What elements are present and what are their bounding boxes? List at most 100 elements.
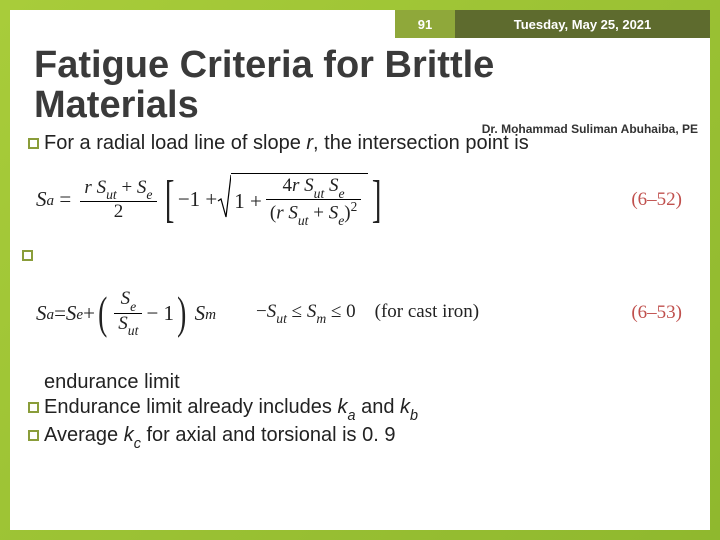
eq2-cond-neg: − [256,301,267,322]
eq1-f1-plus: + [117,177,137,198]
eq2-Se-e: e [76,307,83,324]
eq1-f2-S2: S [329,175,339,196]
eq1-f2-ut: ut [314,186,325,201]
eq2-fd-S: S [118,313,128,334]
eq1-f1-e: e [146,187,152,202]
eq2-rparen: ) [177,296,186,330]
eq2-plus: + [83,301,95,326]
eq1-f2d-S2: S [329,202,339,223]
eq1-f2d-e: e [338,213,344,228]
b4-k1: k [338,396,348,418]
eq1-f2d-ut: ut [298,213,309,228]
title-line2: Materials [34,84,199,126]
eq1-f1-r: r [84,177,91,198]
eq2-cond-le1: ≤ [287,301,307,322]
bullet-4-pre: Endurance limit already includes [44,396,338,418]
bullet-5-pre: Average [44,424,124,446]
b5-c: c [134,436,141,452]
eq1-f1-ut: ut [106,187,117,202]
eq1-frac2-den: (r Sut + Se)2 [266,200,361,226]
slide-title: Fatigue Criteria for Brittle Materials D… [10,38,710,126]
eq2-cond-S2: S [307,301,317,322]
eq1-radical-icon [217,173,231,227]
date-badge: Tuesday, May 25, 2021 [455,10,710,38]
b4-and: and [356,396,400,418]
equation-6-52-body: Sa = r Sut + Se 2 [ −1 + [36,173,386,227]
b4-a: a [348,408,356,424]
eq2-fn-S: S [121,288,131,309]
equation-6-52: Sa = r Sut + Se 2 [ −1 + [36,173,688,227]
topbar-spacer [10,10,395,38]
eq1-sqrt: 1 + 4r Sut Se (r Sut + Se)2 [217,173,368,227]
eq2-eq: = [54,301,66,326]
page-number-badge: 91 [395,10,455,38]
eq2-frac-den: Sut [114,314,142,337]
b5-k: k [124,424,134,446]
slide-body: For a radial load line of slope r, the i… [10,126,710,450]
eq1-frac1-den: 2 [110,202,128,222]
eq1-frac2: 4r Sut Se (r Sut + Se)2 [266,176,361,227]
eq1-f1-S2: S [137,177,147,198]
bullet-5: Average kc for axial and torsional is 0.… [28,424,688,450]
slide-outer-frame: 91 Tuesday, May 25, 2021 Fatigue Criteri… [0,0,720,540]
eq1-f2-e: e [339,186,345,201]
slide-inner: 91 Tuesday, May 25, 2021 Fatigue Criteri… [10,10,710,530]
eq1-f1-S1: S [97,177,107,198]
bullet-4: Endurance limit already includes ka and … [28,396,688,422]
eq2-S: S [36,301,47,326]
eq1-sqrt-1plus: 1 + [234,189,262,214]
equation-6-53-body: Sa = Se + ( Se Sut − 1 ) Sm −Sut ≤ Sm ≤ … [36,289,479,336]
lower-bullets: endurance limit Endurance limit already … [28,371,688,450]
equation-6-53-label: (6–53) [631,302,688,324]
eq1-frac1: r Sut + Se 2 [80,178,156,222]
eq2-frac-num: Se [117,289,141,312]
eq2-cond-note: (for cast iron) [375,301,479,322]
eq1-equals: = [54,187,76,212]
eq2-condition: −Sut ≤ Sm ≤ 0 (for cast iron) [256,301,479,326]
eq2-cond-ut: ut [276,311,287,326]
eq2-Se-S: S [66,301,77,326]
author-label: Dr. Mohammad Suliman Abuhaiba, PE [482,123,698,136]
eq2-lparen: ( [98,296,107,330]
equation-6-53: Sa = Se + ( Se Sut − 1 ) Sm −Sut ≤ Sm ≤ … [36,289,688,336]
eq1-sqrt-body: 1 + 4r Sut Se (r Sut + Se)2 [231,173,368,227]
eq1-f2-S1: S [304,175,314,196]
bullet-3-text: endurance limit [44,371,180,393]
eq2-frac: Se Sut [114,289,142,336]
eq2-minus1: − 1 [146,301,174,326]
bullet-icon [28,430,39,441]
eq2-a: a [47,307,55,324]
eq1-f2-4: 4 [283,175,293,196]
eq2-cond-le0: ≤ 0 [326,301,355,322]
eq1-f2d-r: r [276,202,283,223]
bullet-icon [28,402,39,413]
eq1-f2d-S1: S [288,202,298,223]
topbar: 91 Tuesday, May 25, 2021 [10,10,710,38]
b4-k2: k [400,396,410,418]
eq1-frac2-num: 4r Sut Se [279,176,349,199]
eq1-minus1plus: −1 + [178,187,217,212]
bullet-icon [22,250,33,261]
eq1-S: S [36,187,47,212]
eq1-a: a [47,193,55,210]
eq2-Sm-m: m [205,307,216,324]
bullet-2-empty [22,244,688,267]
eq1-f2-r: r [292,175,299,196]
bullet-icon [28,138,39,149]
eq2-fd-ut: ut [128,323,139,338]
eq2-Sm-S: S [195,301,206,326]
bullet-1-pre: For a radial load line of slope [44,132,306,154]
eq1-frac1-num: r Sut + Se [80,178,156,201]
eq1-f2d-sq: 2 [351,199,358,214]
bullet-3: endurance limit [44,371,688,394]
eq1-f2d-plus: + [308,202,328,223]
eq2-fn-e: e [130,299,136,314]
eq1-rbracket: ] [372,182,382,218]
eq1-lbracket: [ [164,182,174,218]
eq2-cond-m: m [316,311,326,326]
eq2-cond-S1: S [267,301,277,322]
b5-post: for axial and torsional is 0. 9 [141,424,396,446]
title-line1: Fatigue Criteria for Brittle [34,44,494,86]
equation-6-52-label: (6–52) [631,189,688,211]
b4-b: b [410,408,418,424]
